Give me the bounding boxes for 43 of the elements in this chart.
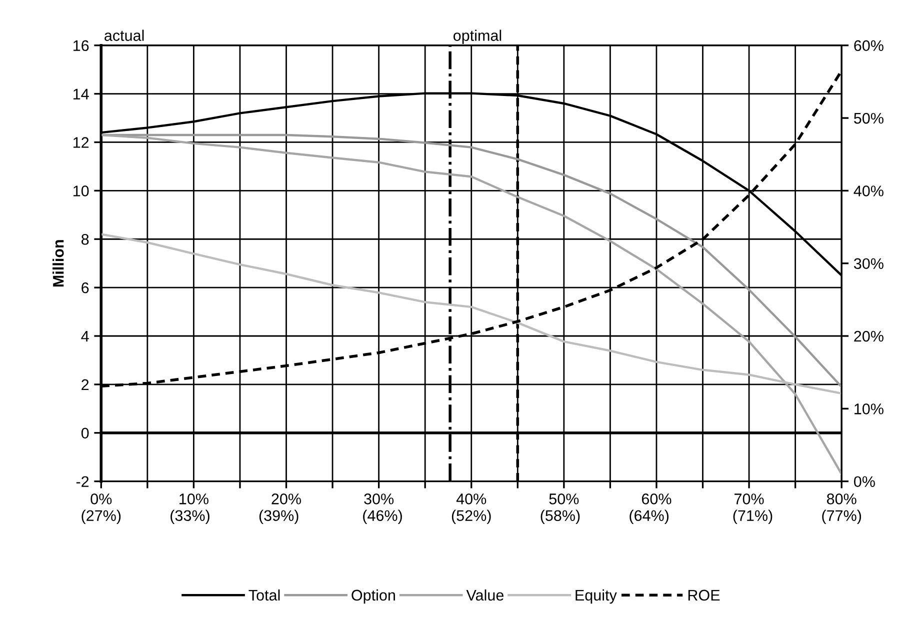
x-tick-label: 10% [180, 494, 208, 504]
y2-tick-label: 10% [854, 404, 884, 414]
y-tick-label: 12 [74, 137, 89, 148]
legend-label: ROE [688, 590, 720, 601]
x2-tick-label: (33%) [170, 510, 210, 524]
x2-tick-label: (39%) [259, 510, 298, 524]
y-tick-label: 16 [74, 40, 89, 52]
x-tick-label: 80% [826, 494, 856, 504]
y-tick-label: -2 [76, 476, 89, 487]
y2-tick-label: 20% [854, 330, 884, 342]
x2-tick-label: (46%) [363, 510, 402, 524]
text: actual [104, 30, 144, 41]
x2-tick-label: (77%) [822, 510, 862, 524]
legend-label: Option [352, 589, 395, 604]
y2-tick-label: 40% [854, 186, 884, 196]
y-tick-label: 4 [81, 331, 89, 342]
y-tick-label: 14 [74, 88, 89, 100]
x-tick-label: 30% [364, 494, 394, 504]
y2-tick-label: 60% [854, 40, 884, 52]
x2-tick-label: (52%) [452, 510, 491, 524]
x-tick-label: 0% [90, 494, 112, 504]
y-tick-label: 10 [74, 186, 89, 196]
x-tick-label: 50% [549, 494, 579, 504]
y-tick-label: 2 [82, 379, 89, 390]
y2-tick-label: 0% [854, 476, 875, 488]
y-axis-title: Million [52, 240, 64, 286]
x2-tick-label: (27%) [82, 510, 121, 524]
ref-line-label: optimal [454, 30, 502, 44]
y2-tick-label: 30% [854, 258, 884, 270]
legend-label: Value [466, 589, 504, 601]
y-tick-label: 0 [81, 428, 89, 439]
x-tick-label: 60% [642, 494, 672, 504]
x2-tick-label: (64%) [630, 510, 669, 524]
y2-tick-label: 50% [854, 112, 884, 124]
legend-label: Equity [576, 589, 617, 604]
y-tick-label: 8 [82, 234, 89, 245]
y-tick-label: 6 [82, 282, 89, 294]
x-tick-label: 20% [272, 494, 301, 504]
legend-label: Total [248, 589, 280, 601]
x-tick-label: 40% [456, 494, 486, 504]
x-tick-label: 70% [734, 494, 764, 504]
x2-tick-label: (58%) [540, 510, 580, 524]
x2-tick-label: (71%) [733, 510, 772, 524]
